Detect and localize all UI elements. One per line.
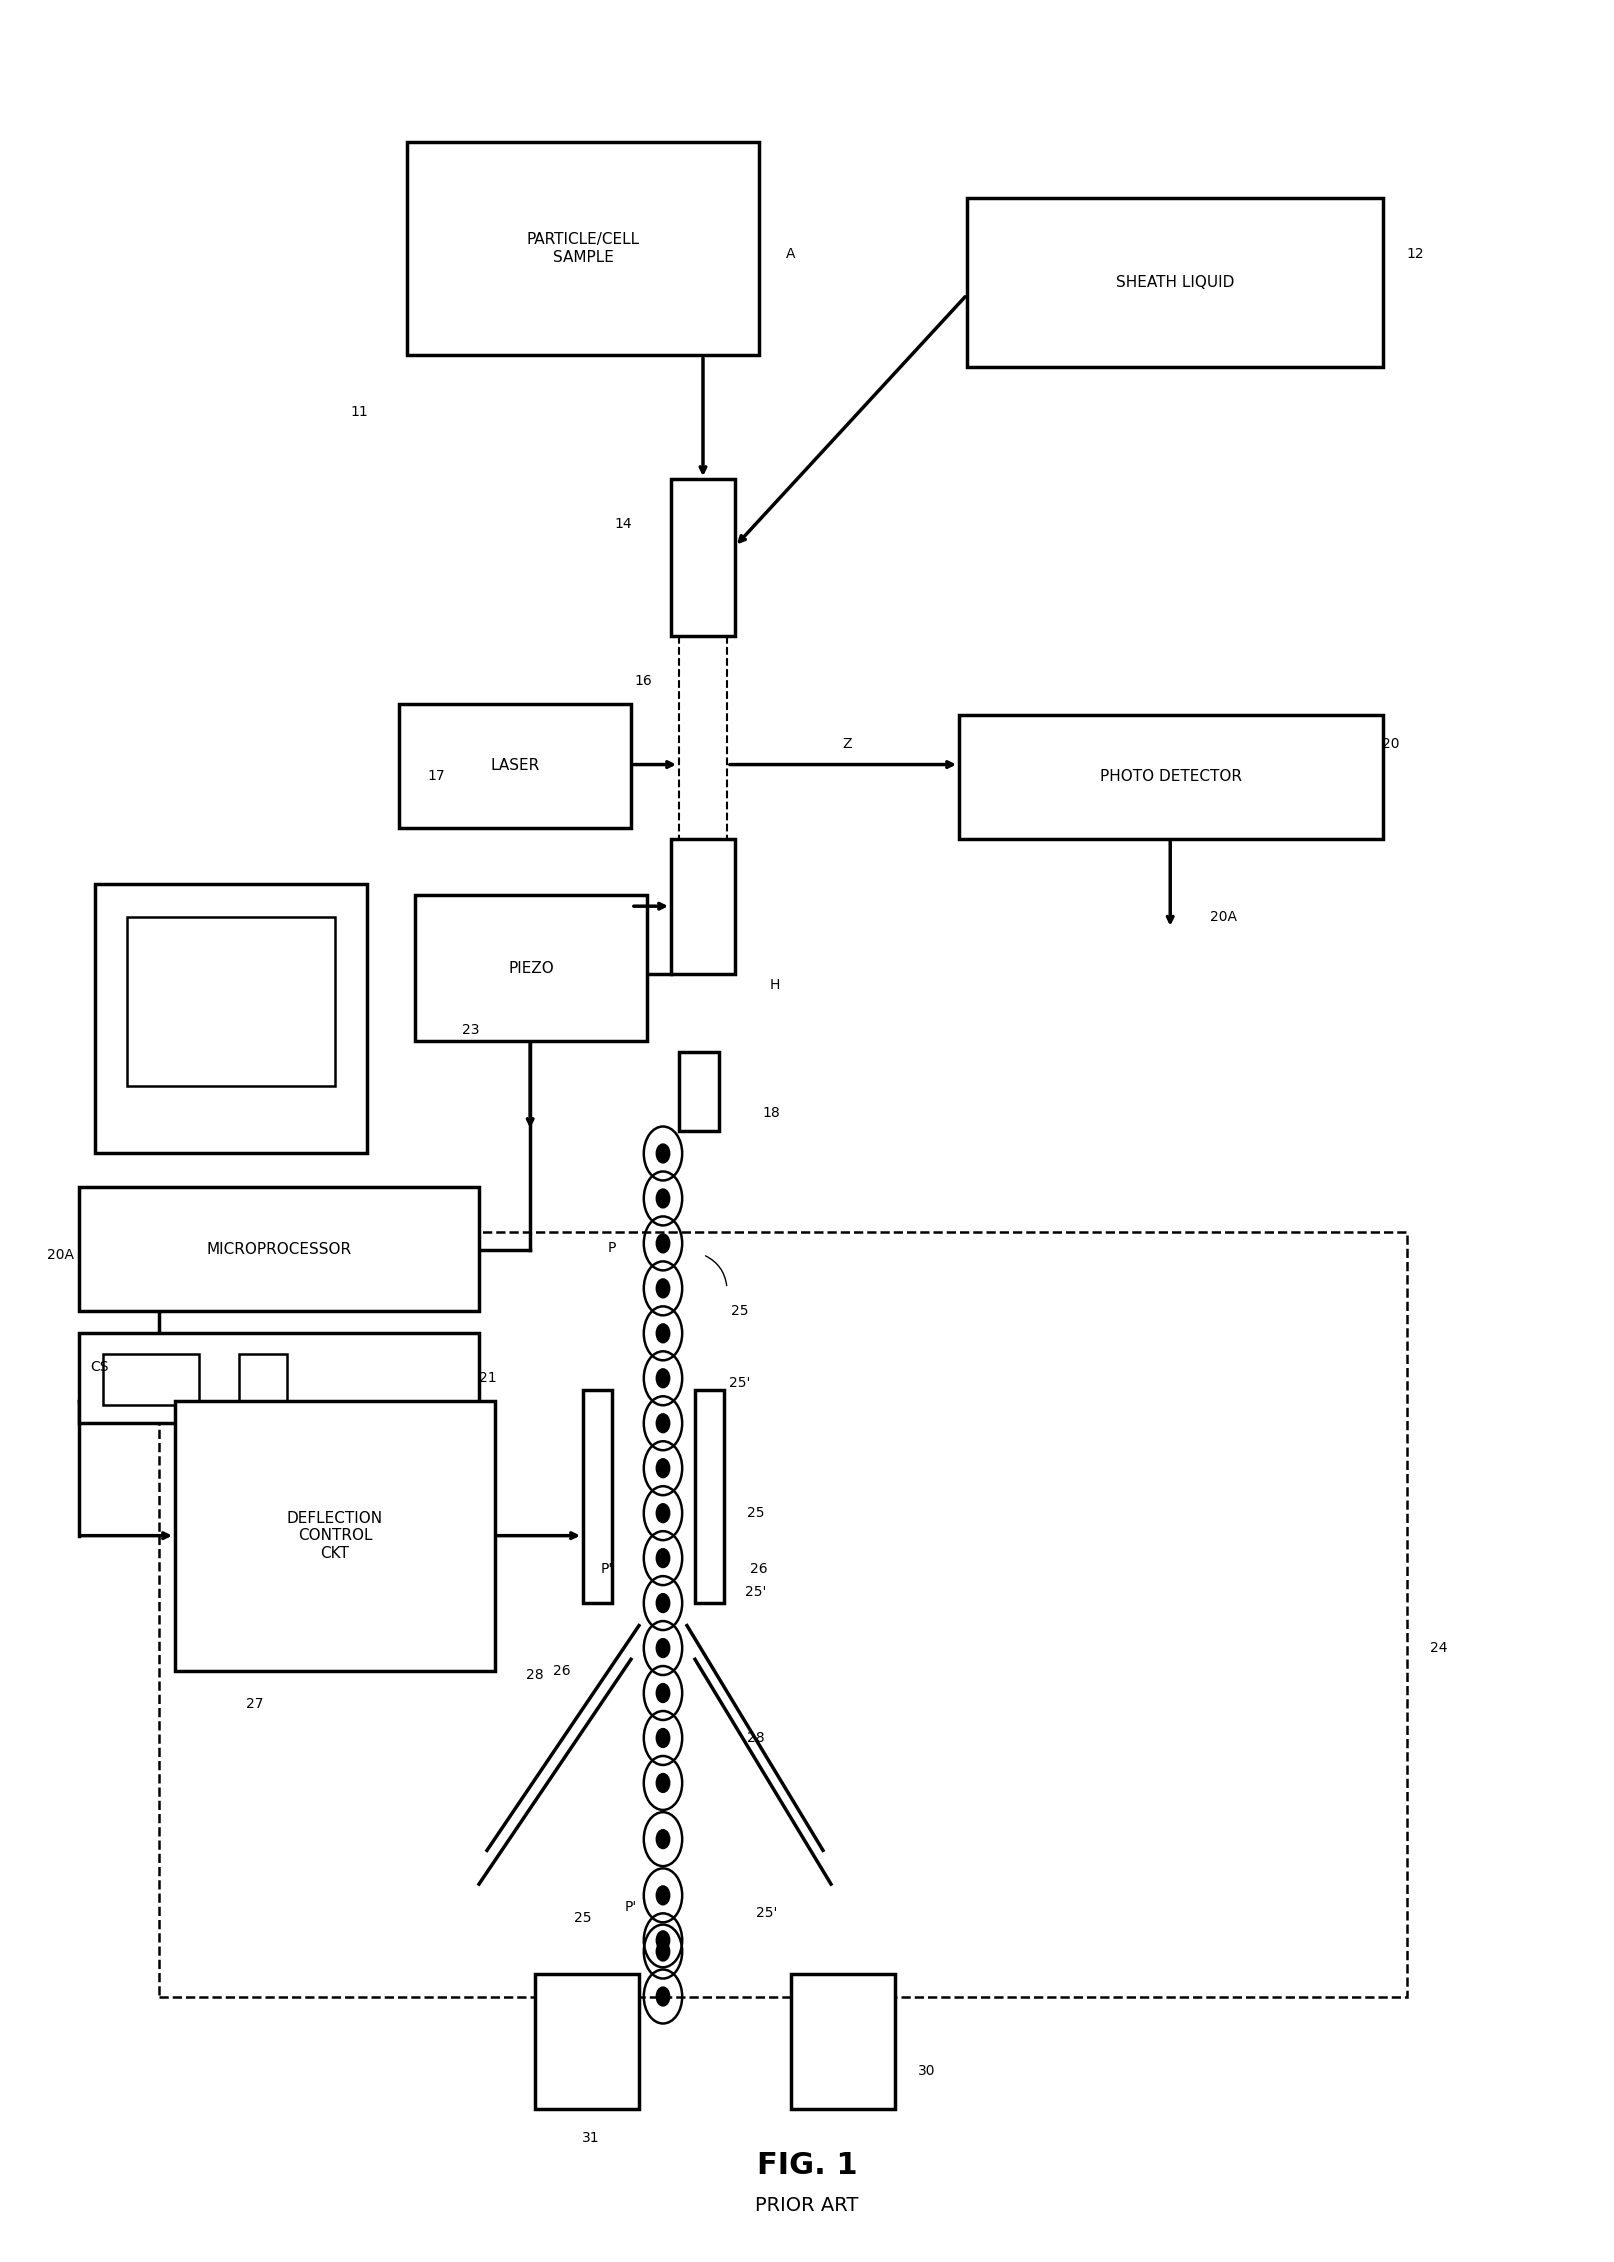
FancyBboxPatch shape xyxy=(95,884,366,1154)
Circle shape xyxy=(657,1943,670,1961)
Text: 18: 18 xyxy=(763,1106,781,1120)
FancyBboxPatch shape xyxy=(959,715,1383,839)
FancyBboxPatch shape xyxy=(128,918,336,1086)
Text: H: H xyxy=(770,977,780,991)
Text: Z: Z xyxy=(843,737,852,751)
Text: MICROPROCESSOR: MICROPROCESSOR xyxy=(207,1242,352,1255)
Text: PRIOR ART: PRIOR ART xyxy=(755,2196,859,2214)
Text: 17: 17 xyxy=(428,769,444,783)
Text: 11: 11 xyxy=(350,405,368,418)
Circle shape xyxy=(657,1595,670,1613)
FancyBboxPatch shape xyxy=(791,1975,896,2108)
FancyBboxPatch shape xyxy=(696,1389,723,1604)
Text: PHOTO DETECTOR: PHOTO DETECTOR xyxy=(1101,769,1243,785)
Circle shape xyxy=(657,1235,670,1253)
Text: DEFLECTION
CONTROL
CKT: DEFLECTION CONTROL CKT xyxy=(287,1511,383,1561)
Text: 25': 25' xyxy=(746,1586,767,1599)
Text: 25: 25 xyxy=(747,1506,765,1520)
Text: 24: 24 xyxy=(1430,1640,1448,1656)
Circle shape xyxy=(657,1278,670,1298)
Text: SHEATH LIQUID: SHEATH LIQUID xyxy=(1115,276,1235,290)
Circle shape xyxy=(657,1683,670,1703)
Text: P': P' xyxy=(600,1563,613,1577)
Text: 20A: 20A xyxy=(1209,909,1236,925)
Text: 28: 28 xyxy=(526,1667,544,1683)
Circle shape xyxy=(657,1638,670,1658)
Circle shape xyxy=(657,1986,670,2006)
Circle shape xyxy=(657,1773,670,1792)
Text: PIEZO: PIEZO xyxy=(508,961,554,975)
Circle shape xyxy=(657,1504,670,1522)
Text: PARTICLE/CELL
SAMPLE: PARTICLE/CELL SAMPLE xyxy=(526,233,639,265)
Text: 26: 26 xyxy=(751,1563,768,1577)
FancyBboxPatch shape xyxy=(534,1975,639,2108)
Text: 12: 12 xyxy=(1406,247,1424,260)
Text: 16: 16 xyxy=(634,674,652,688)
Circle shape xyxy=(657,1728,670,1749)
Text: 28: 28 xyxy=(747,1730,765,1744)
Text: 25': 25' xyxy=(757,1907,778,1920)
Text: P': P' xyxy=(625,1900,638,1914)
Text: 14: 14 xyxy=(615,518,631,532)
Circle shape xyxy=(657,1145,670,1163)
Text: 27: 27 xyxy=(247,1696,263,1712)
Circle shape xyxy=(657,1369,670,1387)
FancyBboxPatch shape xyxy=(407,143,759,355)
Text: 26: 26 xyxy=(554,1663,571,1678)
Circle shape xyxy=(657,1459,670,1477)
Circle shape xyxy=(657,1887,670,1905)
Text: 25: 25 xyxy=(731,1303,749,1319)
Circle shape xyxy=(657,1414,670,1432)
Circle shape xyxy=(657,1830,670,1848)
Circle shape xyxy=(657,1190,670,1208)
Text: A: A xyxy=(786,247,796,260)
Text: 20A: 20A xyxy=(47,1249,74,1262)
Text: 21: 21 xyxy=(479,1371,497,1384)
FancyBboxPatch shape xyxy=(671,839,734,973)
Circle shape xyxy=(657,1932,670,1950)
Text: 25: 25 xyxy=(575,1911,592,1925)
FancyBboxPatch shape xyxy=(415,896,647,1041)
Circle shape xyxy=(657,1549,670,1568)
Text: P: P xyxy=(607,1242,617,1255)
FancyBboxPatch shape xyxy=(399,703,631,828)
FancyBboxPatch shape xyxy=(79,1332,479,1423)
Text: 30: 30 xyxy=(918,2063,936,2079)
Circle shape xyxy=(657,1323,670,1344)
Text: CS: CS xyxy=(90,1359,110,1373)
FancyBboxPatch shape xyxy=(671,480,734,636)
Text: 23: 23 xyxy=(462,1022,479,1036)
FancyBboxPatch shape xyxy=(239,1353,287,1405)
Text: 20: 20 xyxy=(1382,737,1399,751)
Text: 25': 25' xyxy=(730,1375,751,1389)
Text: LASER: LASER xyxy=(491,758,539,774)
FancyBboxPatch shape xyxy=(79,1188,479,1312)
FancyBboxPatch shape xyxy=(583,1389,612,1604)
FancyBboxPatch shape xyxy=(679,1052,718,1131)
FancyBboxPatch shape xyxy=(103,1353,199,1405)
Text: FIG. 1: FIG. 1 xyxy=(757,2151,857,2181)
FancyBboxPatch shape xyxy=(174,1400,495,1672)
Text: 31: 31 xyxy=(583,2131,600,2144)
FancyBboxPatch shape xyxy=(967,199,1383,366)
